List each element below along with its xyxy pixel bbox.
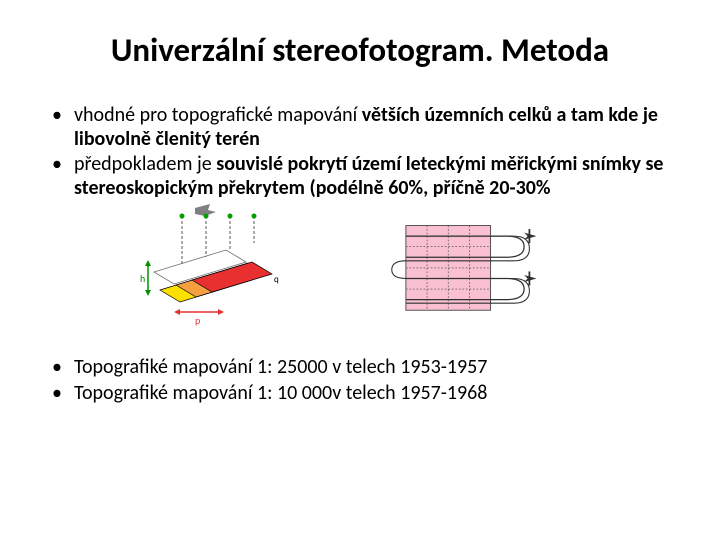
overlap-diagram: h q p (140, 202, 290, 332)
bullet-item: vhodné pro topografické mapování větších… (48, 104, 680, 151)
bullet-item: Topografiké mapování 1: 25000 v telech 1… (48, 356, 680, 380)
slide-title: Univerzální stereofotogram. Metoda (40, 30, 680, 70)
bullet-text-prefix: předpokladem je (74, 152, 216, 176)
bullet-text: Topografiké mapování 1: 10 000v telech 1… (74, 381, 487, 405)
diagram-row: h q p (140, 202, 680, 332)
airplane-icon (524, 229, 536, 243)
bullet-list-2: Topografiké mapování 1: 25000 v telech 1… (48, 356, 680, 405)
svg-text:p: p (195, 314, 200, 327)
bullet-text-prefix: vhodné pro topografické mapování (74, 103, 362, 127)
svg-text:h: h (140, 272, 145, 285)
bullet-list-1: vhodné pro topografické mapování větších… (48, 104, 680, 200)
svg-text:q: q (274, 274, 279, 285)
bullet-text: Topografiké mapování 1: 25000 v telech 1… (74, 355, 487, 379)
bullet-item: Topografiké mapování 1: 10 000v telech 1… (48, 382, 680, 406)
flight-path-diagram (390, 202, 540, 332)
airplane-icon (524, 272, 536, 286)
bullet-item: předpokladem je souvislé pokrytí území l… (48, 153, 680, 200)
